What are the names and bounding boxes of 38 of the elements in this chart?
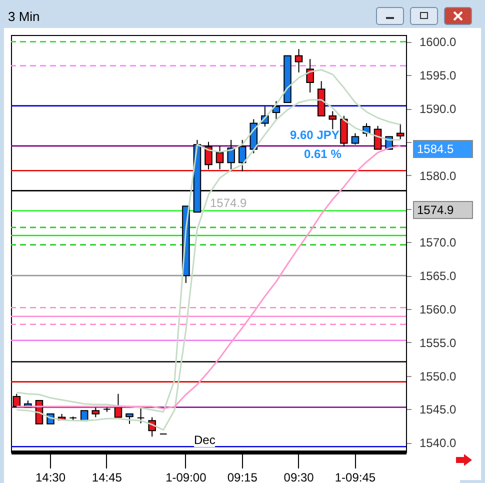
annotation: 0.61 % (304, 147, 342, 161)
y-tick-label: 1600.0 (420, 35, 457, 50)
candlestick (227, 139, 235, 172)
y-tick-label: 1590.0 (420, 102, 457, 116)
candlestick (306, 58, 314, 93)
x-tick-label: 09:30 (284, 470, 314, 483)
candlestick (238, 139, 246, 172)
candlestick (126, 413, 134, 424)
y-tick-label: 1565.0 (420, 269, 457, 284)
y-tick-label: 1595.0 (420, 68, 457, 83)
y-tick-label: 1550.0 (420, 369, 457, 384)
annotation: 9.60 JPY (290, 128, 340, 142)
candlestick (204, 141, 212, 170)
x-tick-label: 14:30 (35, 470, 66, 483)
x-tick-label: 1-09:45 (334, 470, 376, 483)
candlestick (294, 48, 303, 73)
candlestick (351, 132, 360, 146)
x-tick-label: 09:15 (227, 470, 258, 483)
candlestick (136, 406, 145, 424)
y-tick-label: 1555.0 (420, 336, 457, 350)
y-tick-label: 1540.0 (420, 436, 457, 450)
y-tick-label: 1580.0 (420, 168, 457, 183)
candlestick (374, 125, 382, 150)
candlestick (114, 393, 122, 418)
text: 1584.5 (413, 140, 473, 158)
x-tick-label: 1-09:00 (166, 470, 207, 483)
candlestick (328, 110, 337, 130)
annotation: 1574.9 (210, 196, 247, 210)
candlestick (92, 406, 100, 418)
candlestick (396, 123, 404, 140)
annotation: Dec (194, 433, 216, 447)
text: 1574.9 (413, 201, 473, 219)
y-tick-label: 1545.0 (420, 402, 457, 417)
chart-title: 3 Min (8, 8, 40, 26)
y-tick-label: 1560.0 (420, 302, 457, 316)
y-tick-label: 1570.0 (420, 236, 457, 250)
x-tick-label: 14:45 (92, 470, 122, 483)
candlestick (216, 145, 224, 170)
